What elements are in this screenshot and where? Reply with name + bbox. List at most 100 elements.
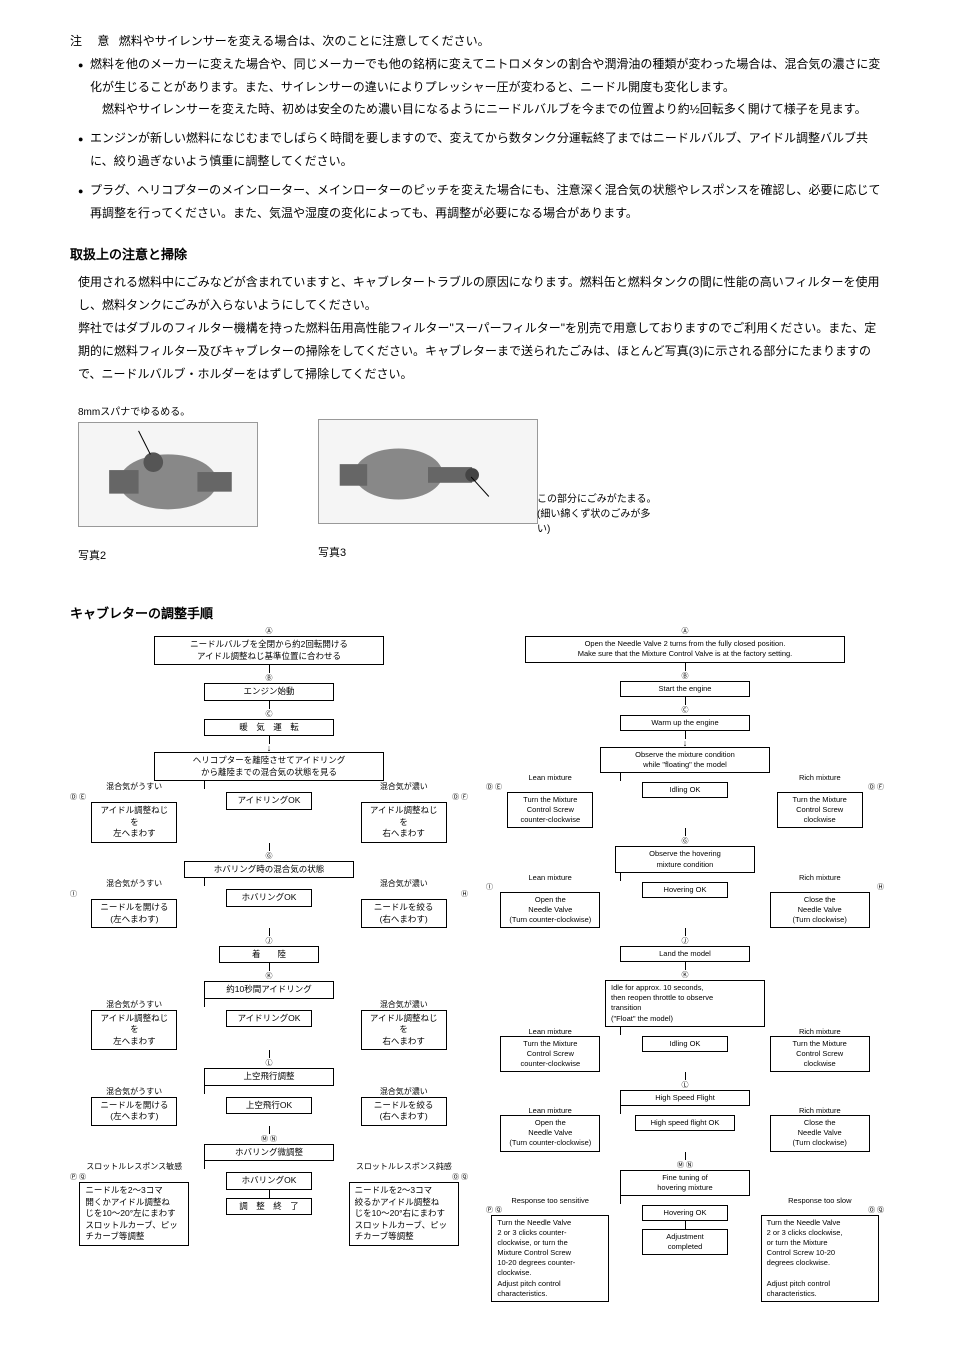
en-hovok: Hovering OK [642,882,728,898]
jp-mJ: Ⓙ [70,936,468,946]
en-idleok2: Idling OK [642,1036,728,1052]
photo2-annot: 8mmスパナでゆるめる。 [78,403,258,418]
jp-b: エンジン始動 [204,683,334,700]
photo3-annot1: この部分にごみがたまる。 [537,494,657,505]
jp-kr: アイドル調整ねじを右へまわす [361,1010,447,1050]
en-l: High Speed Flight [620,1090,750,1106]
jp-mDF: Ⓓ Ⓕ [339,792,468,802]
jp-pqr: ニードルを2〜3コマ絞るかアイドル調整ねじを10〜20°右にまわすスロットルカー… [349,1182,459,1245]
jp-d: ヘリコプターを離陸させてアイドリングから離陸までの混合気の状態を見る [154,752,384,781]
en-pql: Turn the Needle Valve2 or 3 clicks count… [491,1215,609,1302]
jp-hovok2: ホバリングOK [226,1172,312,1189]
jp-lean2: 混合気がうすい [70,878,198,889]
jp-rich1: 混合気が濃い [340,781,468,792]
en-kr: Turn the MixtureControl Screwclockwise [770,1036,870,1072]
jp-a: ニードルバルブを全閉から約2回転開けるアイドル調整ねじ基準位置に合わせる [154,636,384,665]
jp-del: アイドル調整ねじを左へまわす [91,802,177,842]
en-respd: Response too slow [756,1196,884,1205]
en-pqr: Turn the Needle Valve2 or 3 clicks clock… [761,1215,879,1302]
en-del: Turn the MixtureControl Screwcounter-clo… [507,792,593,828]
en-il: Open theNeedle Valve(Turn counter-clockw… [500,892,600,928]
bullet-3: プラグ、ヘリコプターのメインローター、メインローターのピッチを変えた場合にも、注… [78,179,884,225]
flowchart-en: Ⓐ Open the Needle Valve 2 turns from the… [486,626,884,1302]
jp-c: 暖 気 運 転 [204,719,334,736]
jp-ll: ニードルを開ける(左へまわす) [91,1097,177,1126]
en-mK: Ⓚ [486,970,884,980]
en-rich1: Rich mixture [756,773,884,782]
jp-j: 着 陸 [219,946,319,963]
jp-lean4: 混合気がうすい [70,1086,198,1097]
en-mG: Ⓖ [486,836,884,846]
handling-p1: 使用される燃料中にごみなどが含まれていますと、キャブレタートラブルの原因になりま… [70,271,884,317]
en-mL: Ⓛ [486,1080,884,1090]
photo-3: この部分にごみがたまる。 (細い綿くず状のごみが多い) [318,419,538,524]
en-mJ: Ⓙ [486,936,884,946]
en-done: Adjustmentcompleted [642,1229,728,1255]
en-mDF: Ⓓ Ⓕ [755,782,884,792]
jp-mC: Ⓒ [70,709,468,719]
caution-head: 燃料やサイレンサーを変える場合は、次のことに注意してください。 [119,34,490,48]
jp-pql: ニードルを2〜3コマ開くかアイドル調整ねじを10〜20°左にまわすスロットルカー… [79,1182,189,1245]
bullet-2: エンジンが新しい燃料になじむまでしばらく時間を要しますので、変えてから数タンク分… [78,127,884,173]
photo-row: 8mmスパナでゆるめる。 写真2 この部分にごみがたまる。 [78,403,884,563]
jp-flyok: 上空飛行OK [226,1097,312,1114]
jp-mDE: Ⓓ Ⓔ [70,792,199,802]
en-idleok: Idling OK [642,782,728,798]
bullet-1: 燃料を他のメーカーに変えた場合や、同じメーカーでも他の銘柄に変えてニトロメタンの… [90,57,880,94]
en-lean1: Lean mixture [486,773,614,782]
jp-lr: ニードルを絞る(右へまわす) [361,1097,447,1126]
caution-label: 注 意 [70,34,115,48]
jp-lean3: 混合気がうすい [70,999,198,1010]
en-d: Observe the mixture conditionwhile "floa… [600,747,770,773]
photo3-annot2: (細い綿くず状のごみが多い) [537,509,650,535]
jp-mOQ: Ⓞ Ⓠ [339,1172,468,1182]
bullet-1-sub: 燃料やサイレンサーを変えた時、初めは安全のため濃い目になるようにニードルバルブを… [90,98,884,121]
photo3-cap: 写真3 [318,544,538,560]
en-mPQ: Ⓟ Ⓠ [486,1205,615,1215]
en-mMN: Ⓜ Ⓝ [486,1160,884,1170]
jp-resps: スロットルレスポンス敏感 [70,1161,198,1172]
en-a: Open the Needle Valve 2 turns from the f… [525,636,845,662]
handling-title: 取扱上の注意と掃除 [70,244,884,263]
jp-idleok2: アイドリングOK [226,1010,312,1027]
photo2-cap: 写真2 [78,547,258,563]
flowcharts: Ⓐ ニードルバルブを全閉から約2回転開けるアイドル調整ねじ基準位置に合わせる Ⓑ… [70,626,884,1302]
en-lr: Close theNeedle Valve(Turn clockwise) [770,1115,870,1151]
caution-bullets: 燃料を他のメーカーに変えた場合や、同じメーカーでも他の銘柄に変えてニトロメタンの… [70,53,884,225]
en-rich2: Rich mixture [756,873,884,882]
jp-rich3: 混合気が濃い [340,999,468,1010]
photo-3-block: この部分にごみがたまる。 (細い綿くず状のごみが多い) 写真3 [318,403,538,560]
en-lean2: Lean mixture [486,873,614,882]
jp-mMN: Ⓜ Ⓝ [70,1134,468,1144]
en-kl: Turn the MixtureControl Screwcounter-clo… [500,1036,600,1072]
en-mn: Fine tuning ofhovering mixture [620,1170,750,1196]
jp-rich2: 混合気が濃い [340,878,468,889]
jp-mA: Ⓐ [70,626,468,636]
photo-2 [78,422,258,527]
jp-lean1: 混合気がうすい [70,781,198,792]
handling-p2: 弊社ではダブルのフィルター機構を持った燃料缶用高性能フィルター"スーパーフィルタ… [70,317,884,385]
jp-mI: Ⓘ [70,889,199,899]
en-flyok: High speed flight OK [635,1115,735,1131]
en-c: Warm up the engine [620,715,750,731]
jp-k: 約10秒間アイドリング [204,981,334,998]
en-mH: Ⓗ [755,882,884,892]
jp-der: アイドル調整ねじを右へまわす [361,802,447,842]
en-mI: Ⓘ [486,882,615,892]
photo-2-block: 8mmスパナでゆるめる。 写真2 [78,403,258,563]
flowchart-jp: Ⓐ ニードルバルブを全閉から約2回転開けるアイドル調整ねじ基準位置に合わせる Ⓑ… [70,626,468,1302]
en-b: Start the engine [620,681,750,697]
en-k: Idle for approx. 10 seconds,then reopen … [605,980,765,1027]
en-mOQ: Ⓞ Ⓠ [755,1205,884,1215]
jp-l: 上空飛行調整 [204,1068,334,1085]
jp-idleok: アイドリングOK [226,792,312,809]
jp-mn: ホバリング微調整 [204,1144,334,1161]
en-ll: Open theNeedle Valve(Turn counter-clockw… [500,1115,600,1151]
en-der: Turn the MixtureControl Screwclockwise [777,792,863,828]
jp-mK: Ⓚ [70,971,468,981]
en-mC: Ⓒ [486,705,884,715]
en-rich4: Rich mixture [756,1106,884,1115]
jp-done: 調 整 終 了 [226,1198,312,1215]
en-ir: Close theNeedle Valve(Turn clockwise) [770,892,870,928]
caution-section: 注 意 燃料やサイレンサーを変える場合は、次のことに注意してください。 燃料を他… [70,30,884,224]
